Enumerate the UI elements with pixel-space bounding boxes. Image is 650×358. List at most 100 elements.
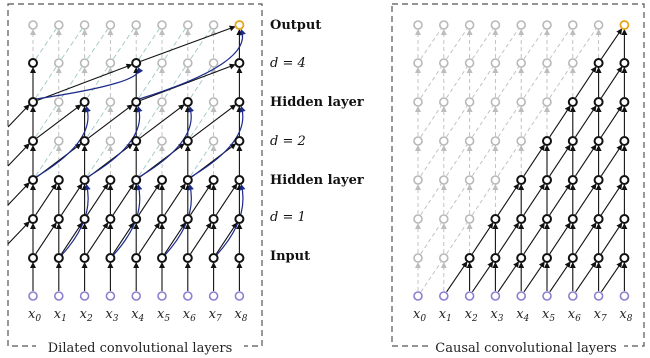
- dilated-node: [28, 20, 38, 30]
- dilated-edge: [138, 222, 160, 255]
- causal-input-node: [619, 291, 630, 301]
- dilated-x-label: x1: [54, 307, 67, 324]
- causal-node: [464, 97, 475, 107]
- dilated-edge: [36, 104, 82, 139]
- causal-input-node: [567, 291, 578, 301]
- causal-caption-bg: [428, 336, 624, 356]
- dilated-edge: [86, 222, 109, 255]
- dilated-edge: [86, 66, 109, 99]
- causal-active-node: [516, 214, 527, 224]
- causal-edge: [549, 183, 571, 216]
- causal-active-node: [593, 214, 604, 224]
- causal-node: [413, 253, 423, 263]
- causal-x-labels: x0 x1 x2 x3 x4 x5 x6 x7 x8: [413, 307, 633, 324]
- causal-edge: [446, 183, 468, 216]
- causal-active-node: [593, 253, 604, 263]
- dilated-edge: [61, 183, 83, 216]
- causal-active-node: [619, 253, 630, 263]
- causal-edge: [446, 222, 468, 255]
- dilated-node: [105, 20, 116, 30]
- causal-active-node: [542, 136, 552, 146]
- dilated-x-label: x7: [209, 307, 222, 324]
- dilated-nodes: [28, 20, 245, 301]
- dilated-edge: [139, 104, 185, 139]
- dilated-curved-edge: [139, 29, 246, 100]
- dilated-node: [183, 58, 193, 68]
- dilated-x-label-subscript: 6: [190, 314, 196, 324]
- dilated-active-node: [234, 136, 245, 146]
- dilated-active-node: [79, 136, 90, 146]
- causal-edge: [523, 66, 545, 99]
- causal-active-node: [593, 58, 604, 68]
- dilated-active-node: [182, 253, 193, 263]
- dilated-edge: [35, 66, 57, 99]
- causal-edge: [497, 261, 519, 293]
- dilated-node: [183, 20, 193, 30]
- dilated-active-node: [234, 97, 245, 107]
- causal-edge: [497, 222, 519, 255]
- dilated-edge: [140, 63, 236, 101]
- causal-edge: [497, 66, 519, 99]
- causal-edge: [600, 28, 623, 60]
- causal-x-label-subscript: 4: [523, 314, 530, 324]
- causal-node: [542, 58, 552, 68]
- dilated-node: [105, 58, 116, 68]
- dilated-x-label-subscript: 1: [61, 314, 67, 324]
- dilated-active-node: [105, 214, 116, 224]
- causal-edge: [471, 66, 494, 99]
- causal-node: [464, 20, 475, 30]
- causal-active-node: [567, 175, 578, 185]
- dilated-node: [53, 136, 64, 146]
- causal-active-node: [593, 97, 604, 107]
- dilated-node: [208, 20, 219, 30]
- causal-node: [516, 58, 527, 68]
- dilated-x-label-subscript: 5: [164, 314, 170, 324]
- causal-active-node: [542, 253, 552, 263]
- causal-node: [490, 58, 501, 68]
- causal-edge: [600, 222, 623, 255]
- causal-x-label-subscript: 6: [575, 314, 581, 324]
- causal-edge: [575, 144, 597, 177]
- dilated-node: [157, 58, 167, 68]
- causal-edge: [446, 261, 468, 293]
- causal-node: [593, 20, 604, 30]
- causal-output-node: [619, 20, 630, 30]
- dilated-edge: [164, 222, 186, 255]
- causal-x-label: x4: [516, 307, 529, 324]
- dilated-active-node: [182, 97, 193, 107]
- causal-edge: [549, 28, 571, 60]
- causal-node: [567, 58, 578, 68]
- dilated-x-label-subscript: 0: [35, 314, 41, 324]
- dilated-active-node: [28, 97, 38, 107]
- causal-edge: [549, 222, 571, 255]
- causal-edge: [523, 144, 545, 177]
- dilated-edge: [191, 104, 237, 139]
- dilated-x-label: x5: [157, 307, 170, 324]
- dilated-active-node: [28, 175, 38, 185]
- causal-node: [438, 20, 449, 30]
- causal-active-node: [619, 214, 630, 224]
- causal-edge: [420, 261, 442, 293]
- dilated-edge: [215, 183, 238, 216]
- dilated-edge: [138, 105, 160, 138]
- causal-node: [413, 136, 423, 146]
- causal-edge: [471, 222, 494, 255]
- causal-active-node: [593, 175, 604, 185]
- causal-input-node: [542, 291, 552, 301]
- dilated-active-node: [182, 136, 193, 146]
- causal-node: [542, 20, 552, 30]
- dilated-edge: [112, 222, 134, 255]
- causal-node: [413, 20, 423, 30]
- causal-edge: [600, 105, 623, 138]
- row-labels: Output d = 4 Hidden layer d = 2 Hidden l…: [270, 18, 364, 264]
- causal-edge: [523, 261, 545, 293]
- dilated-input-node: [183, 291, 193, 301]
- dilated-node: [53, 58, 64, 68]
- dilated-node: [157, 136, 167, 146]
- dilated-input-node: [28, 291, 38, 301]
- dilated-x-label: x0: [28, 307, 41, 324]
- dilated-active-node: [131, 136, 142, 146]
- row-label-hidden-2: Hidden layer: [270, 173, 364, 188]
- causal-active-node: [542, 175, 552, 185]
